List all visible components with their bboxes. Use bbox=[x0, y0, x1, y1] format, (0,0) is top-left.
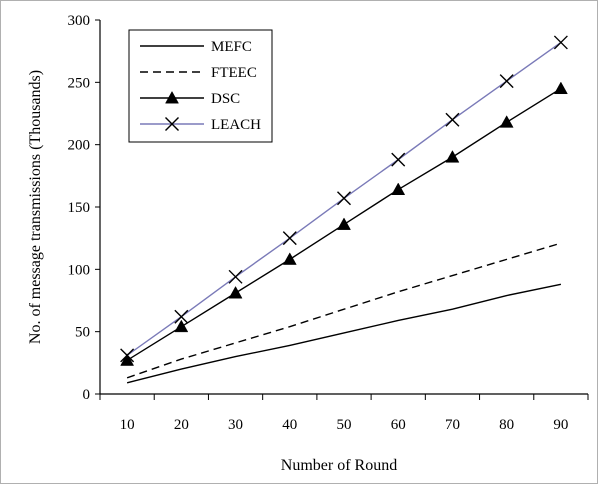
data-point-triangle bbox=[337, 217, 351, 230]
data-point-x bbox=[391, 152, 406, 167]
data-point-triangle bbox=[499, 115, 514, 128]
data-point-triangle bbox=[120, 353, 135, 366]
data-point-x bbox=[499, 74, 514, 89]
legend-item-fteec: FTEEC bbox=[140, 65, 257, 81]
data-point-triangle bbox=[391, 182, 406, 195]
legend: MEFC FTEEC DSC LEACH bbox=[128, 29, 273, 143]
data-point-x bbox=[282, 231, 297, 246]
series-layer bbox=[120, 35, 568, 384]
x-tick-label: 80 bbox=[499, 417, 514, 433]
legend-label: LEACH bbox=[211, 117, 261, 133]
x-tick-label: 10 bbox=[120, 417, 135, 433]
legend-item-dsc: DSC bbox=[140, 90, 240, 107]
y-ticks: 0 50 100 150 200 250 300 bbox=[68, 13, 100, 403]
y-tick-label: 0 bbox=[83, 387, 91, 403]
data-point-triangle bbox=[174, 319, 189, 333]
legend-label: FTEEC bbox=[211, 65, 257, 81]
data-point-x bbox=[174, 309, 189, 324]
series-mefc bbox=[126, 283, 562, 384]
x-axis-title: Number of Round bbox=[281, 457, 397, 474]
data-point-triangle bbox=[165, 90, 179, 104]
y-tick-label: 50 bbox=[75, 325, 90, 341]
data-point-triangle bbox=[282, 252, 297, 265]
y-tick-label: 100 bbox=[68, 262, 91, 278]
legend-item-leach: LEACH bbox=[140, 117, 261, 133]
legend-item-mefc: MEFC bbox=[140, 39, 252, 55]
data-point-x bbox=[553, 35, 568, 50]
x-tick-label: 20 bbox=[174, 417, 189, 433]
data-point-x bbox=[228, 269, 243, 284]
data-point-triangle bbox=[553, 81, 568, 95]
x-tick-label: 60 bbox=[391, 417, 406, 433]
series-leach bbox=[120, 35, 568, 363]
data-point-x bbox=[445, 112, 460, 127]
series-line-fteec bbox=[126, 242, 562, 379]
series-fteec bbox=[126, 242, 562, 379]
series-dsc bbox=[120, 81, 568, 366]
y-tick-label: 250 bbox=[68, 75, 91, 91]
x-ticks: 10 20 30 40 50 60 70 80 90 bbox=[99, 394, 589, 433]
data-point-triangle bbox=[228, 286, 243, 299]
x-tick-label: 70 bbox=[445, 417, 460, 433]
data-point-x bbox=[120, 348, 135, 363]
y-tick-label: 300 bbox=[68, 13, 91, 29]
legend-label: MEFC bbox=[211, 39, 252, 55]
legend-label: DSC bbox=[211, 91, 240, 107]
x-tick-label: 50 bbox=[337, 417, 352, 433]
data-point-x bbox=[165, 117, 179, 131]
x-tick-label: 40 bbox=[282, 417, 297, 433]
data-point-triangle bbox=[445, 150, 460, 163]
y-tick-label: 150 bbox=[68, 200, 91, 216]
x-tick-label: 90 bbox=[553, 417, 568, 433]
series-line-mefc bbox=[126, 283, 562, 384]
y-tick-label: 200 bbox=[68, 138, 91, 154]
data-point-x bbox=[337, 191, 351, 206]
x-tick-label: 30 bbox=[228, 417, 243, 433]
y-axis-title: No. of message transmissions (Thousands) bbox=[27, 70, 44, 344]
